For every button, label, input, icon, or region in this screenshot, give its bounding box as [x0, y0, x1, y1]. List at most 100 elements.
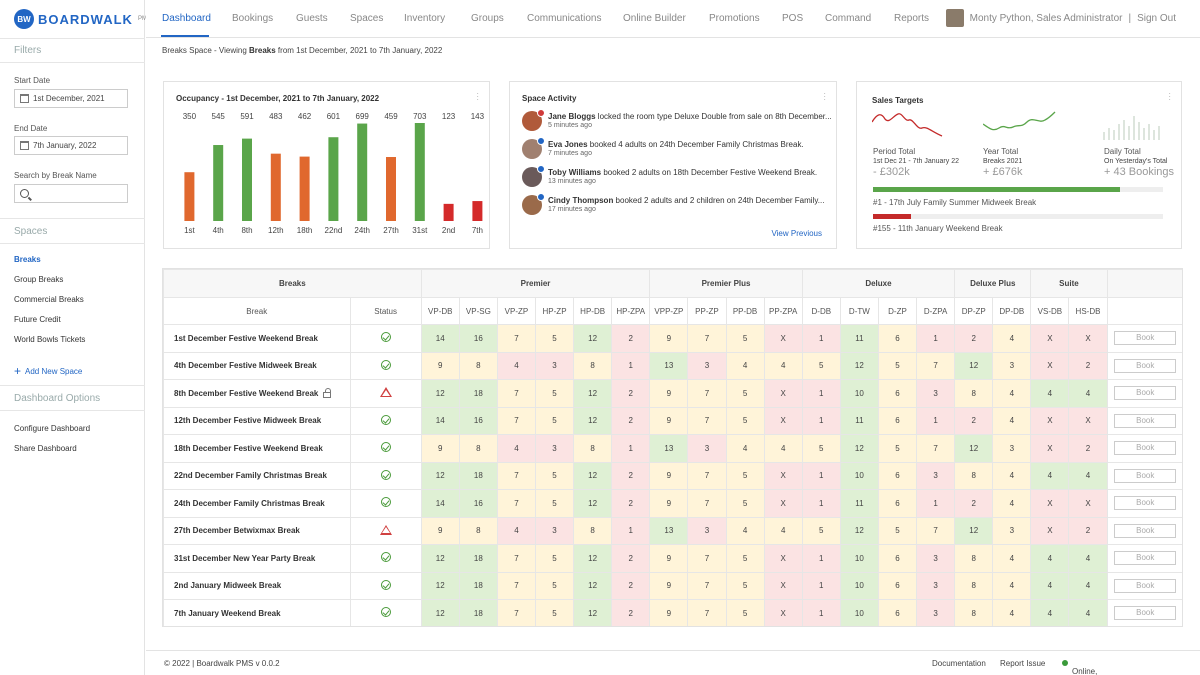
- user-name[interactable]: Monty Python, Sales Administrator: [969, 12, 1123, 24]
- availability-cell[interactable]: 8: [954, 544, 994, 573]
- availability-cell[interactable]: 4: [992, 324, 1032, 353]
- target-label[interactable]: #1 - 17th July Family Summer Midweek Bre…: [873, 198, 1037, 207]
- room-type-column-header[interactable]: DP-DB: [992, 297, 1032, 325]
- availability-cell[interactable]: 11: [839, 406, 879, 435]
- availability-cell[interactable]: 12: [420, 379, 460, 408]
- availability-cell[interactable]: X: [763, 571, 803, 600]
- availability-cell[interactable]: 12: [839, 516, 879, 545]
- availability-cell[interactable]: 5: [877, 516, 918, 545]
- nav-communications[interactable]: Communications: [527, 13, 602, 24]
- availability-cell[interactable]: 5: [801, 351, 841, 380]
- availability-cell[interactable]: 9: [649, 379, 689, 408]
- availability-cell[interactable]: 18: [458, 599, 498, 626]
- room-type-column-header[interactable]: PP-ZPA: [763, 297, 803, 325]
- activity-item[interactable]: Cindy Thompson booked 2 adults and 2 chi…: [522, 193, 824, 215]
- availability-cell[interactable]: 5: [534, 406, 575, 435]
- availability-cell[interactable]: 5: [534, 461, 575, 490]
- availability-cell[interactable]: 3: [992, 351, 1032, 380]
- availability-cell[interactable]: 7: [687, 461, 727, 490]
- availability-cell[interactable]: 2: [611, 379, 651, 408]
- availability-cell[interactable]: X: [1068, 324, 1108, 353]
- nav-bookings[interactable]: Bookings: [232, 13, 274, 24]
- availability-cell[interactable]: 2: [954, 406, 994, 435]
- availability-cell[interactable]: 8: [458, 351, 498, 380]
- documentation-link[interactable]: Documentation: [932, 659, 986, 668]
- availability-cell[interactable]: 12: [420, 571, 460, 600]
- availability-cell[interactable]: 7: [687, 599, 727, 626]
- availability-cell[interactable]: 8: [954, 379, 994, 408]
- add-new-space-button[interactable]: + Add New Space: [14, 364, 83, 378]
- availability-cell[interactable]: 4: [763, 516, 803, 545]
- availability-cell[interactable]: 12: [573, 489, 613, 518]
- availability-cell[interactable]: 12: [839, 351, 879, 380]
- availability-cell[interactable]: X: [763, 379, 803, 408]
- availability-cell[interactable]: 1: [916, 406, 956, 435]
- occupancy-bar[interactable]: [299, 156, 310, 221]
- break-name[interactable]: 4th December Festive Midweek Break: [163, 351, 351, 380]
- availability-cell[interactable]: 4: [992, 571, 1032, 600]
- availability-cell[interactable]: 9: [649, 406, 689, 435]
- availability-cell[interactable]: 12: [954, 351, 994, 380]
- availability-cell[interactable]: 10: [839, 544, 879, 573]
- target-label[interactable]: #155 - 11th January Weekend Break: [873, 224, 1003, 233]
- view-previous-link[interactable]: View Previous: [771, 229, 822, 238]
- availability-cell[interactable]: 16: [458, 406, 498, 435]
- availability-cell[interactable]: 4: [725, 351, 765, 380]
- availability-cell[interactable]: 14: [420, 489, 460, 518]
- room-type-column-header[interactable]: VP-ZP: [496, 297, 536, 325]
- book-button[interactable]: Book: [1114, 386, 1177, 401]
- availability-cell[interactable]: 3: [992, 516, 1032, 545]
- availability-cell[interactable]: 18: [458, 571, 498, 600]
- availability-cell[interactable]: 2: [611, 544, 651, 573]
- status-column-header[interactable]: Status: [349, 297, 422, 325]
- availability-cell[interactable]: 6: [877, 324, 918, 353]
- availability-cell[interactable]: 9: [420, 516, 460, 545]
- availability-cell[interactable]: 3: [916, 461, 956, 490]
- availability-cell[interactable]: 4: [763, 434, 803, 463]
- availability-cell[interactable]: 4: [1030, 544, 1070, 573]
- availability-cell[interactable]: 7: [496, 489, 536, 518]
- availability-cell[interactable]: 3: [687, 351, 727, 380]
- nav-spaces[interactable]: Spaces: [350, 13, 384, 24]
- start-date-input[interactable]: 1st December, 2021: [14, 89, 128, 108]
- occupancy-bar[interactable]: [414, 123, 425, 221]
- availability-cell[interactable]: 7: [496, 461, 536, 490]
- nav-reports[interactable]: Reports: [894, 13, 930, 24]
- availability-cell[interactable]: 5: [725, 324, 765, 353]
- availability-cell[interactable]: 9: [649, 544, 689, 573]
- sign-out-link[interactable]: Sign Out: [1137, 12, 1176, 24]
- availability-cell[interactable]: 6: [877, 406, 918, 435]
- availability-cell[interactable]: 5: [725, 461, 765, 490]
- nav-inventory[interactable]: Inventory: [404, 13, 446, 24]
- book-button[interactable]: Book: [1114, 441, 1177, 456]
- availability-cell[interactable]: 4: [1030, 461, 1070, 490]
- availability-cell[interactable]: 2: [611, 406, 651, 435]
- availability-cell[interactable]: X: [1068, 489, 1108, 518]
- room-type-column-header[interactable]: D-ZP: [877, 297, 918, 325]
- availability-cell[interactable]: 10: [839, 599, 879, 626]
- availability-cell[interactable]: 10: [839, 379, 879, 408]
- availability-cell[interactable]: 13: [649, 516, 689, 545]
- availability-cell[interactable]: 7: [496, 406, 536, 435]
- nav-guests[interactable]: Guests: [296, 13, 328, 24]
- availability-cell[interactable]: 7: [687, 379, 727, 408]
- availability-cell[interactable]: 12: [573, 406, 613, 435]
- search-input[interactable]: [14, 184, 128, 203]
- availability-cell[interactable]: 4: [992, 489, 1032, 518]
- book-button[interactable]: Book: [1114, 606, 1177, 621]
- availability-cell[interactable]: 3: [534, 516, 575, 545]
- availability-cell[interactable]: 12: [573, 599, 613, 626]
- space-group-breaks[interactable]: Group Breaks: [14, 275, 64, 284]
- activity-item[interactable]: Jane Bloggs locked the room type Deluxe …: [522, 109, 832, 131]
- break-name[interactable]: 8th December Festive Weekend Break: [163, 379, 351, 408]
- occupancy-bar[interactable]: [270, 153, 281, 221]
- break-name[interactable]: 2nd January Midweek Break: [163, 571, 351, 600]
- availability-cell[interactable]: 9: [420, 351, 460, 380]
- break-name[interactable]: 24th December Family Christmas Break: [163, 489, 351, 518]
- activity-item[interactable]: Eva Jones booked 4 adults on 24th Decemb…: [522, 137, 804, 159]
- availability-cell[interactable]: 4: [1068, 379, 1108, 408]
- availability-cell[interactable]: 7: [496, 324, 536, 353]
- occupancy-bar[interactable]: [242, 138, 252, 221]
- availability-cell[interactable]: 4: [992, 461, 1032, 490]
- space-breaks[interactable]: Breaks: [14, 255, 41, 264]
